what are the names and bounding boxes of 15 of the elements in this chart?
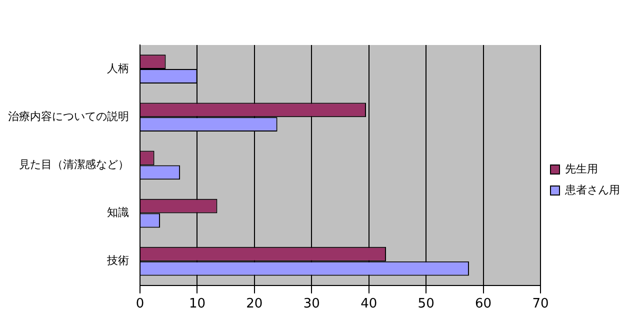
x-tick-label: 30 bbox=[303, 296, 320, 312]
legend-label: 患者さん用 bbox=[564, 183, 620, 196]
x-tick-label: 60 bbox=[475, 296, 492, 312]
y-tick-label: 人柄 bbox=[107, 62, 129, 75]
x-tick-label: 20 bbox=[246, 296, 263, 312]
x-tick-label: 0 bbox=[136, 296, 144, 312]
legend-label: 先生用 bbox=[565, 162, 598, 176]
y-tick-label: 見た目（清潔感など） bbox=[19, 158, 129, 172]
y-tick-label: 治療内容についての説明 bbox=[8, 110, 129, 123]
x-tick-label: 10 bbox=[188, 296, 206, 312]
y-tick-label: 知識 bbox=[107, 206, 129, 220]
x-tick-label: 70 bbox=[532, 296, 549, 312]
y-tick-label: 技術 bbox=[106, 254, 129, 268]
x-tick-label: 40 bbox=[360, 296, 378, 312]
x-tick-label: 50 bbox=[418, 296, 434, 312]
